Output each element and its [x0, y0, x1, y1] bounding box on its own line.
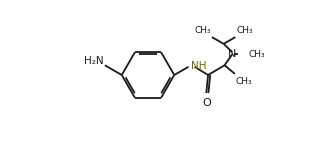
Text: NH: NH	[191, 61, 207, 71]
Text: CH₃: CH₃	[236, 77, 252, 86]
Text: CH₃: CH₃	[236, 26, 253, 35]
Text: CH₃: CH₃	[248, 50, 265, 59]
Text: O: O	[202, 98, 211, 108]
Text: N: N	[228, 49, 236, 59]
Text: H₂N: H₂N	[84, 57, 103, 66]
Text: CH₃: CH₃	[195, 26, 211, 35]
